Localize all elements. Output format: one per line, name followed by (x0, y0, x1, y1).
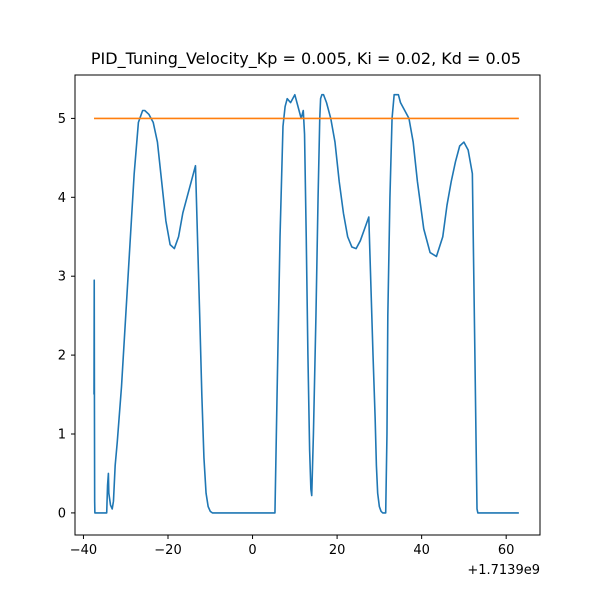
plot-area (93, 93, 519, 514)
axes: −40 −20 0 20 40 60 0 1 2 3 4 5 (58, 74, 541, 558)
chart-title: PID_Tuning_Velocity_Kp = 0.005, Ki = 0.0… (91, 49, 521, 69)
x-tick-label: −40 (70, 543, 97, 558)
x-tick-label: 60 (498, 543, 515, 558)
x-tick-label: 20 (329, 543, 346, 558)
x-tick-label: 0 (248, 543, 256, 558)
axes-frame (74, 74, 541, 536)
y-tick-label: 2 (58, 349, 66, 364)
x-axis-offset-label: +1.7139e9 (467, 563, 540, 578)
x-tick-label: 40 (413, 543, 430, 558)
velocity-line (93, 93, 519, 514)
y-tick-label: 1 (58, 428, 66, 443)
y-tick-label: 4 (58, 191, 66, 206)
y-tick-label: 3 (58, 270, 66, 285)
y-tick-label: 0 (58, 506, 66, 521)
x-tick-label: −20 (154, 543, 181, 558)
y-tick-label: 5 (58, 112, 66, 127)
